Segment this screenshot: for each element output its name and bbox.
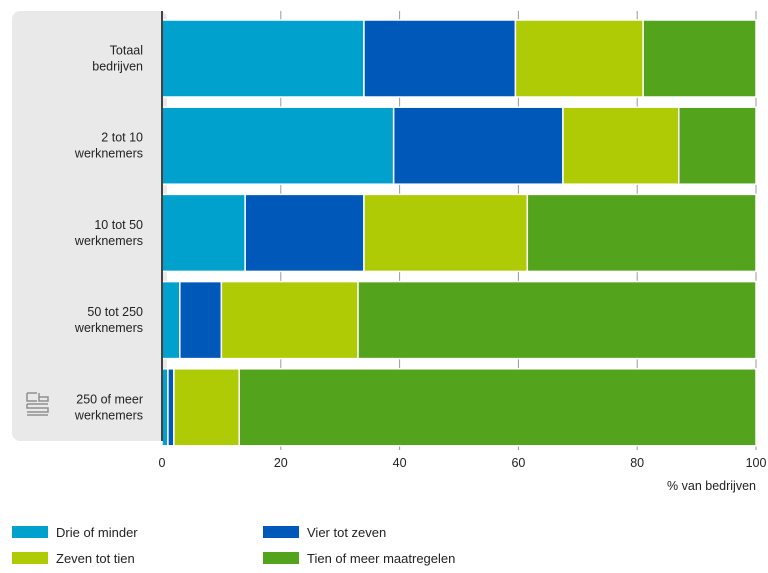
- legend-label: Drie of minder: [56, 525, 138, 540]
- x-tick-label: 100: [746, 456, 767, 470]
- bar-segment: [161, 193, 246, 273]
- bar-segment: [179, 280, 223, 360]
- bar-segment: [678, 106, 757, 185]
- bar-segment: [363, 19, 517, 98]
- cbs-logo: [26, 392, 49, 416]
- legend-swatch: [263, 552, 299, 564]
- bar-segment: [514, 19, 644, 98]
- category-label: Totaal bedrijven: [92, 44, 143, 74]
- bar-segment: [167, 368, 175, 447]
- category-label: 2 tot 10 werknemers: [74, 131, 143, 161]
- legend-label: Tien of meer maatregelen: [307, 551, 455, 566]
- category-panel: [12, 11, 167, 441]
- bar-segment: [363, 193, 529, 273]
- x-axis-title: % van bedrijven: [667, 479, 756, 493]
- x-tick-label: 40: [393, 456, 407, 470]
- category-label: 10 tot 50 werknemers: [74, 218, 143, 248]
- x-tick-label: 60: [511, 456, 525, 470]
- bar-segment: [562, 106, 680, 185]
- legend-label: Zeven tot tien: [56, 551, 135, 566]
- x-tick-label: 20: [274, 456, 288, 470]
- legend-swatch: [12, 526, 48, 538]
- cbs-logo-mark: [26, 392, 49, 416]
- legend-swatch: [263, 526, 299, 538]
- legend: Drie of minder Vier tot zeven Zeven tot ti…: [12, 525, 455, 566]
- bar-segment: [642, 19, 757, 98]
- x-tick-label: 80: [630, 456, 644, 470]
- bar-segment: [526, 193, 757, 273]
- bar-segment: [173, 368, 240, 447]
- x-tick-label: 0: [159, 456, 166, 470]
- bar-segment: [392, 106, 564, 185]
- bar-segment: [161, 280, 181, 360]
- category-label: 250 of meer werknemers: [74, 392, 143, 422]
- bar-segment: [357, 280, 757, 360]
- bar-segment: [238, 368, 757, 447]
- x-tick-labels: 0 20 40 60 80 100: [159, 456, 767, 470]
- bar-segment: [244, 193, 365, 273]
- bars: [161, 19, 757, 447]
- legend-label: Vier tot zeven: [307, 525, 386, 540]
- category-label: 50 tot 250 werknemers: [74, 305, 143, 335]
- bar-segment: [161, 106, 395, 185]
- category-labels: Totaal bedrijven 2 tot 10 werknemers 10 tot …: [74, 44, 143, 423]
- bar-segment: [161, 19, 365, 98]
- legend-swatch: [12, 552, 48, 564]
- bar-segment: [220, 280, 359, 360]
